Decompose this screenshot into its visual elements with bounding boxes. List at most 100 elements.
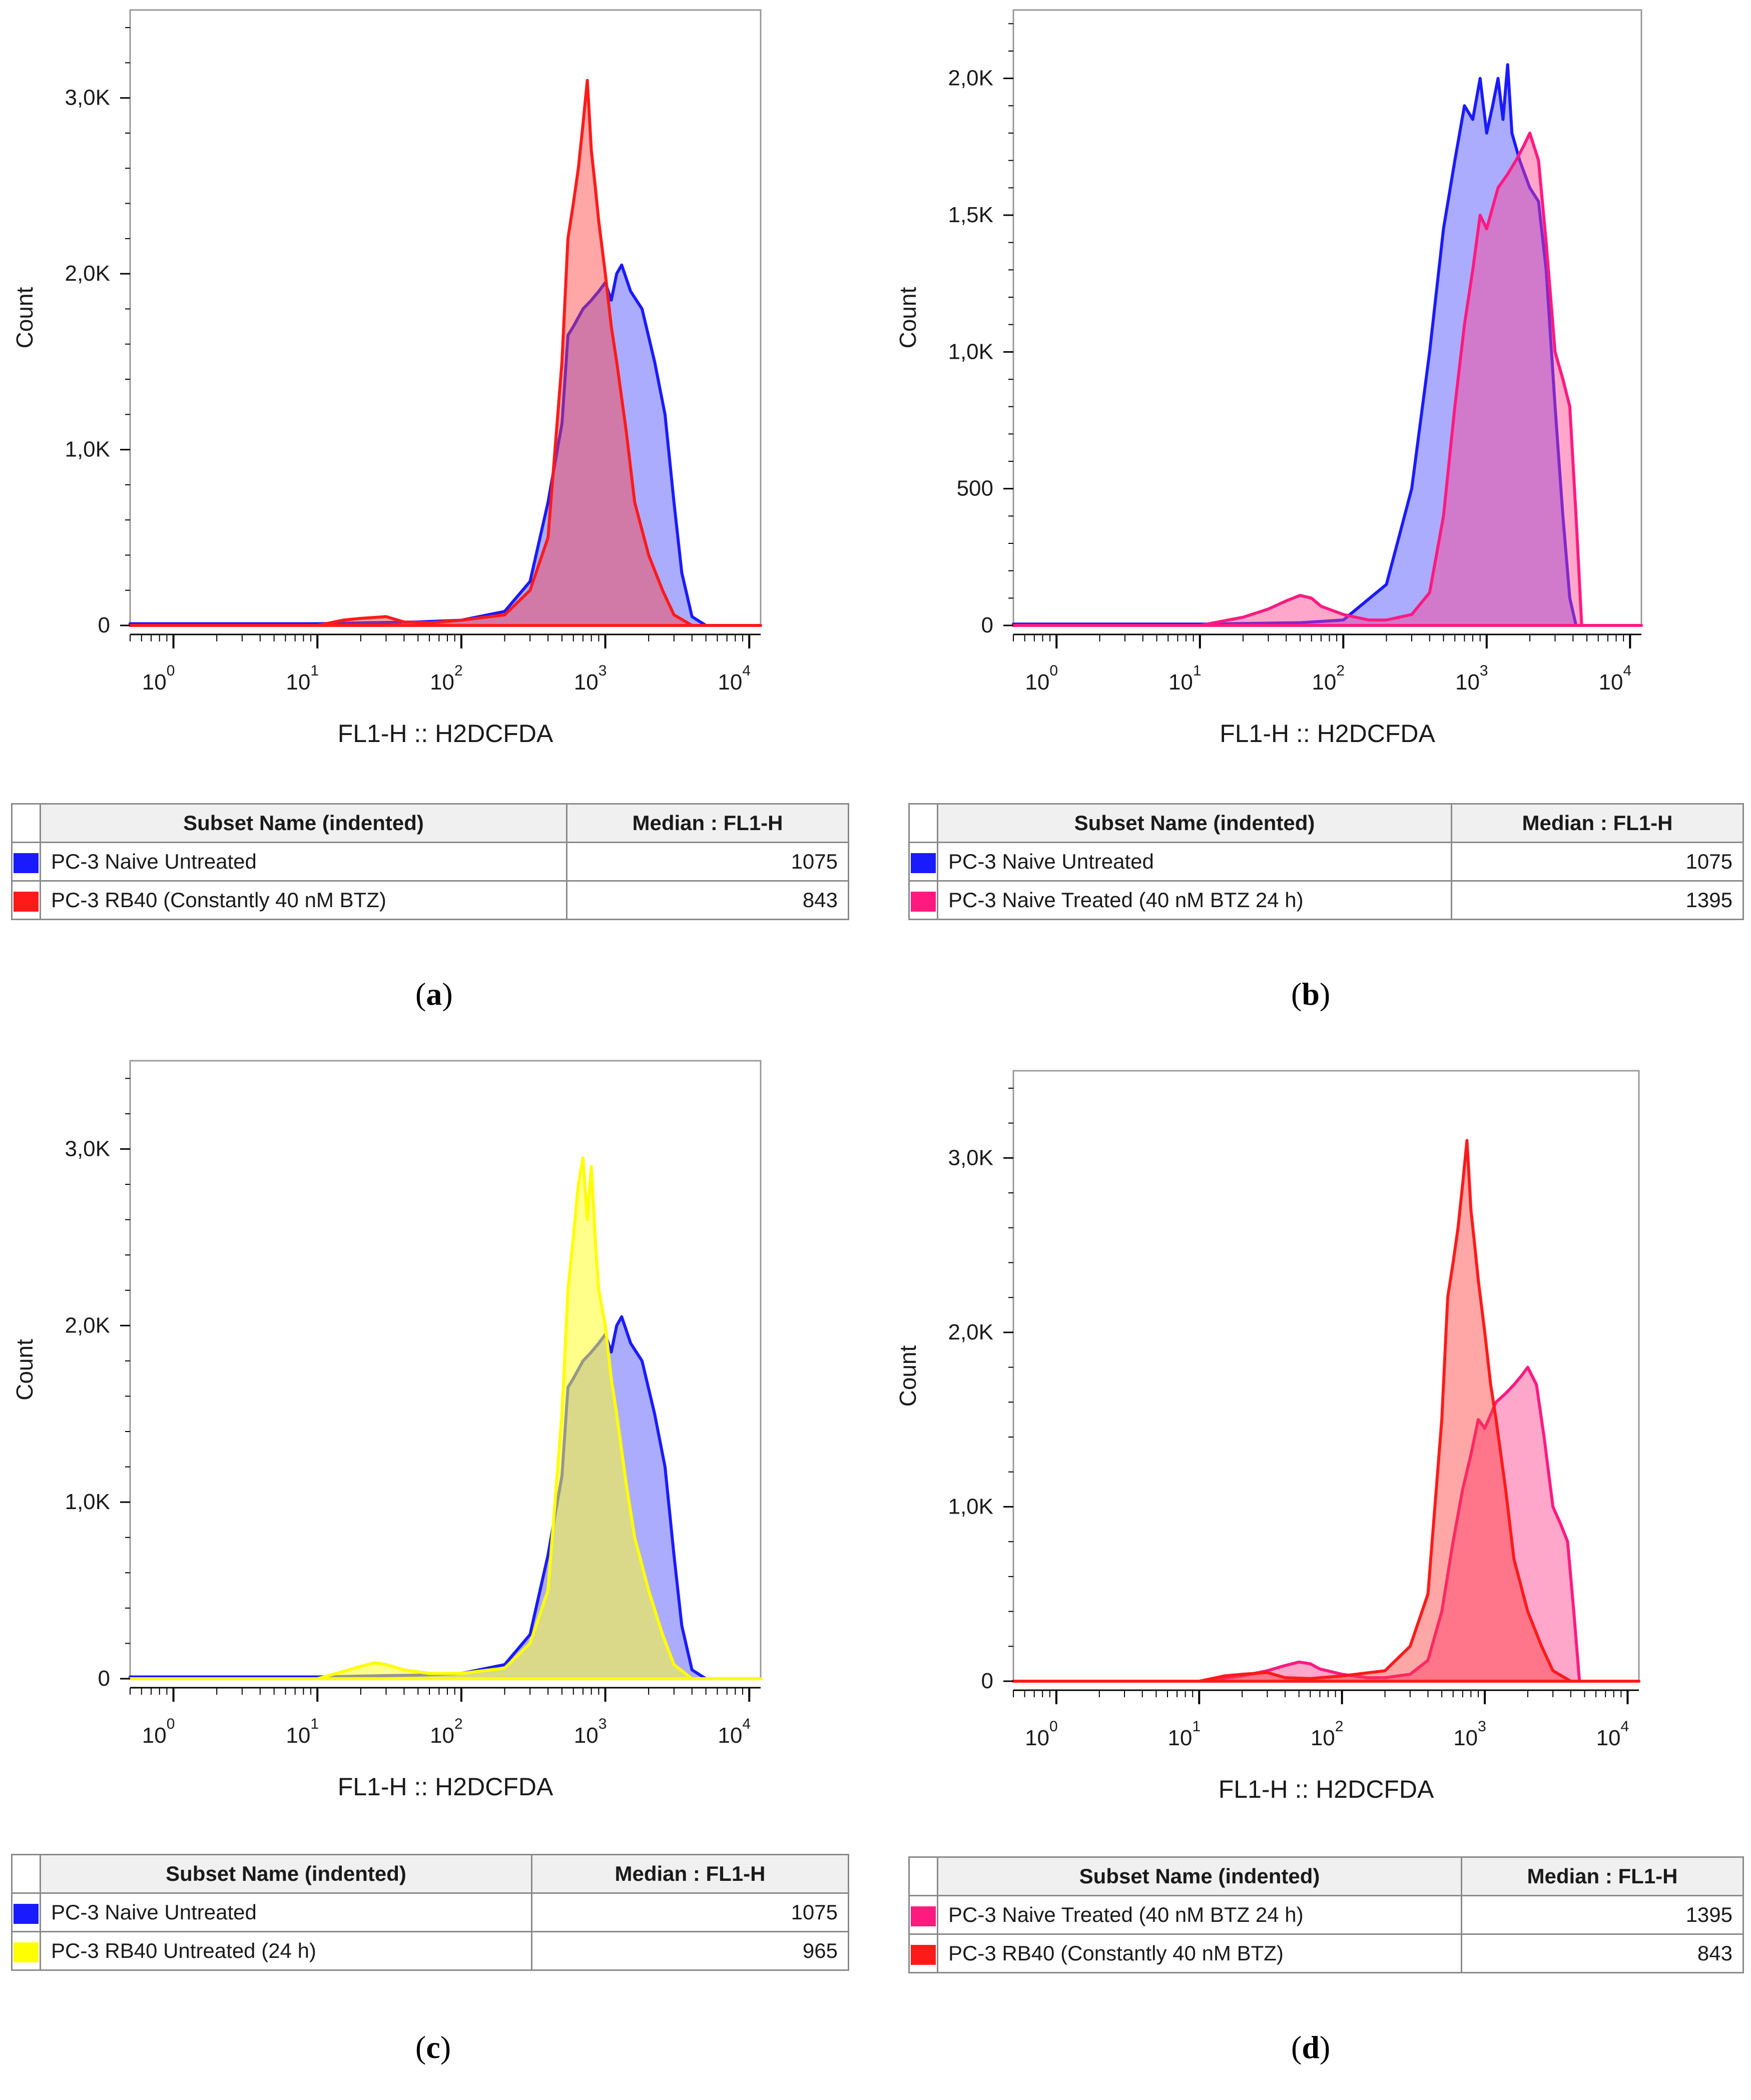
- legend-header-value: Median : FL1-H: [566, 803, 849, 843]
- y-tick-label: 3,0K: [65, 86, 110, 110]
- legend-corner: [908, 803, 938, 843]
- legend-corner: [11, 803, 41, 843]
- series-area-2: [129, 1156, 762, 1680]
- y-axis-label: Count: [12, 287, 38, 348]
- legend-header-value: Median : FL1-H: [531, 1854, 849, 1894]
- legend-swatch: [14, 1903, 39, 1924]
- series-area-1: [1012, 63, 1643, 627]
- y-tick-label: 0: [98, 613, 110, 637]
- x-axis-label: FL1-H :: H2DCFDA: [338, 1773, 553, 1801]
- panel-label-b: (b): [1291, 976, 1331, 1012]
- y-tick-label: 3,0K: [948, 1145, 993, 1170]
- x-tick-label: 103: [1453, 1718, 1486, 1750]
- legend-header-name: Subset Name (indented): [40, 1854, 532, 1894]
- y-tick-label: 3,0K: [65, 1136, 110, 1161]
- legend-header-value: Median : FL1-H: [1461, 1856, 1744, 1896]
- panel-c: 0 1,0K 2,0K 3,0K 100 101 102 103 104 Count FL1-H :…: [5, 1056, 866, 2096]
- y-tick-label: 1,5K: [948, 203, 993, 227]
- x-tick-label: 101: [286, 1716, 319, 1748]
- x-tick-label: 104: [1596, 1718, 1629, 1750]
- x-tick-label: 101: [286, 662, 319, 694]
- legend-row: PC-3 Naive Untreated 1075: [908, 842, 1744, 882]
- legend-row-value: 843: [1461, 1933, 1744, 1973]
- legend-swatch: [911, 891, 936, 912]
- legend-row-name: PC-3 Naive Treated (40 nM BTZ 24 h): [937, 880, 1452, 920]
- x-tick-label: 102: [1312, 662, 1345, 694]
- panel-b: 0 500 1,0K 1,5K 2,0K 100 101 102 103 104 Count FL1-…: [888, 5, 1749, 1046]
- legend-header-value: Median : FL1-H: [1451, 803, 1744, 843]
- panel-a: 0 1,0K 2,0K 3,0K 100 101 102 103 104 Count FL1-H :…: [5, 5, 866, 1046]
- panel-d: 0 1,0K 2,0K 3,0K 100 101 102 103 104 Count FL1-H :…: [888, 1056, 1749, 2096]
- x-tick-label: 103: [574, 662, 607, 694]
- histogram-a: 0 1,0K 2,0K 3,0K 100 101 102 103 104 Count FL1-H :…: [12, 9, 762, 748]
- histogram-b: 0 500 1,0K 1,5K 2,0K 100 101 102 103 104 Count FL1-…: [895, 9, 1643, 748]
- legend-swatch: [911, 853, 936, 873]
- legend-row: PC-3 RB40 (Constantly 40 nM BTZ) 843: [11, 880, 849, 920]
- x-axis-label: FL1-H :: H2DCFDA: [1219, 1775, 1434, 1803]
- x-tick-label: 100: [142, 1716, 175, 1748]
- panel-label-c: (c): [415, 2029, 451, 2065]
- x-tick-label: 104: [718, 1716, 751, 1748]
- legend-header-name: Subset Name (indented): [40, 803, 567, 843]
- legend-row-value: 843: [566, 880, 849, 920]
- x-tick-label: 101: [1168, 1718, 1201, 1750]
- legend-header-name: Subset Name (indented): [937, 1856, 1462, 1896]
- legend-table-d: Subset Name (indented) Median : FL1-H PC…: [908, 1856, 1744, 1973]
- legend-corner: [11, 1854, 41, 1894]
- legend-row-value: 1075: [566, 842, 849, 882]
- legend-row-value: 1395: [1461, 1895, 1744, 1935]
- legend-swatch: [14, 1942, 39, 1962]
- legend-row-name: PC-3 RB40 (Constantly 40 nM BTZ): [40, 880, 567, 920]
- y-axis-label: Count: [895, 1345, 921, 1407]
- x-tick-label: 100: [1025, 662, 1058, 694]
- legend-row: PC-3 Naive Treated (40 nM BTZ 24 h) 1395: [908, 880, 1744, 920]
- x-axis-label: FL1-H :: H2DCFDA: [338, 720, 553, 748]
- series-area-2: [1012, 1139, 1640, 1683]
- x-tick-label: 100: [1025, 1718, 1058, 1750]
- legend-table-a: Subset Name (indented) Median : FL1-H PC…: [11, 803, 849, 920]
- y-tick-label: 1,0K: [948, 339, 993, 364]
- histogram-d: 0 1,0K 2,0K 3,0K 100 101 102 103 104 Count FL1-H :…: [895, 1070, 1640, 1803]
- x-tick-label: 101: [1169, 662, 1202, 694]
- legend-row-value: 1075: [1451, 842, 1744, 882]
- x-tick-label: 102: [430, 1716, 463, 1748]
- legend-row: PC-3 Naive Untreated 1075: [11, 1892, 849, 1932]
- legend-row: PC-3 RB40 (Constantly 40 nM BTZ) 843: [908, 1933, 1744, 1973]
- y-tick-label: 2,0K: [948, 1320, 993, 1344]
- y-tick-label: 0: [981, 1669, 993, 1693]
- y-tick-label: 2,0K: [948, 66, 993, 91]
- y-tick-label: 2,0K: [65, 261, 110, 286]
- x-tick-label: 103: [1455, 662, 1488, 694]
- legend-row-name: PC-3 RB40 (Constantly 40 nM BTZ): [937, 1933, 1462, 1973]
- legend-swatch: [911, 1944, 936, 1965]
- y-tick-label: 0: [981, 613, 993, 637]
- panel-label-d: (d): [1291, 2029, 1331, 2065]
- legend-row: PC-3 RB40 Untreated (24 h) 965: [11, 1931, 849, 1971]
- legend-row-name: PC-3 Naive Untreated: [937, 842, 1452, 882]
- y-axis-label: Count: [895, 287, 921, 348]
- y-tick-label: 2,0K: [65, 1313, 110, 1337]
- legend-row-value: 965: [531, 1931, 849, 1971]
- x-tick-label: 102: [1311, 1718, 1344, 1750]
- legend-row-name: PC-3 Naive Untreated: [40, 842, 567, 882]
- x-tick-label: 104: [1598, 662, 1631, 694]
- legend-swatch: [14, 853, 39, 873]
- series-area-2: [129, 79, 762, 627]
- y-tick-label: 1,0K: [65, 1490, 110, 1514]
- x-tick-label: 104: [718, 662, 751, 694]
- y-tick-label: 0: [98, 1666, 110, 1691]
- legend-table-c: Subset Name (indented) Median : FL1-H PC…: [11, 1854, 849, 1971]
- y-tick-label: 1,0K: [65, 437, 110, 462]
- legend-row-name: PC-3 RB40 Untreated (24 h): [40, 1931, 532, 1971]
- legend-corner: [908, 1856, 938, 1896]
- legend-row-name: PC-3 Naive Untreated: [40, 1892, 532, 1932]
- legend-row: PC-3 Naive Treated (40 nM BTZ 24 h) 1395: [908, 1895, 1744, 1935]
- x-tick-label: 100: [142, 662, 175, 694]
- series-area-1: [129, 263, 762, 627]
- histogram-c: 0 1,0K 2,0K 3,0K 100 101 102 103 104 Count FL1-H :…: [12, 1060, 762, 1801]
- legend-header-name: Subset Name (indented): [937, 803, 1452, 843]
- series-area-1: [1012, 1365, 1640, 1683]
- legend-table-b: Subset Name (indented) Median : FL1-H PC…: [908, 803, 1744, 920]
- y-tick-label: 1,0K: [948, 1494, 993, 1519]
- series-area-1: [129, 1315, 762, 1680]
